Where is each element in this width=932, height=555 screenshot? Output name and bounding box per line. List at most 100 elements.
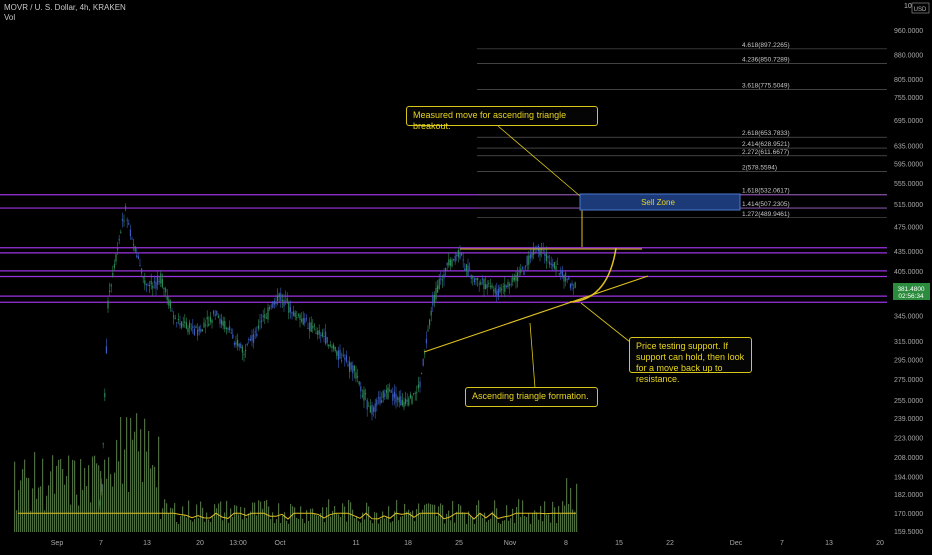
- candle-body: [113, 264, 115, 268]
- ascending-triangle-annotation[interactable]: Ascending triangle formation.: [465, 387, 598, 407]
- volume-bar: [544, 501, 546, 532]
- volume-bar: [494, 500, 496, 532]
- candle-body: [197, 329, 199, 336]
- sell-zone-box[interactable]: [579, 193, 741, 211]
- candle-body: [181, 321, 183, 328]
- candle-body: [150, 280, 152, 285]
- volume-bar: [560, 514, 562, 532]
- volume-bar: [330, 516, 332, 532]
- volume-bars: [14, 413, 578, 532]
- volume-bar: [142, 481, 144, 532]
- candle-body: [339, 349, 341, 359]
- volume-bar: [130, 417, 132, 532]
- candle-body: [557, 263, 559, 265]
- volume-bar: [426, 503, 428, 532]
- volume-bar: [554, 507, 556, 532]
- symbol-title: MOVR / U. S. Dollar, 4h, KRAKEN: [4, 3, 126, 12]
- volume-bar: [398, 520, 400, 532]
- projected-move-curve: [569, 247, 617, 303]
- volume-bar: [496, 508, 498, 532]
- candle-body: [560, 269, 562, 274]
- candle-body: [136, 255, 138, 258]
- volume-bar: [14, 461, 16, 532]
- candle-body: [216, 311, 218, 316]
- volume-bar: [346, 521, 348, 532]
- volume-bar: [72, 459, 74, 532]
- volume-bar: [348, 499, 350, 532]
- volume-bar: [232, 516, 234, 532]
- candle-body: [126, 219, 128, 221]
- candle-body: [277, 295, 279, 301]
- volume-bar: [366, 502, 368, 532]
- volume-bar: [70, 504, 72, 532]
- y-tick-label: 255.0000: [894, 398, 923, 405]
- x-axis-panel: [0, 534, 887, 550]
- volume-bar: [196, 504, 198, 532]
- candle-body: [398, 397, 400, 403]
- x-tick-label: 13:00: [229, 540, 247, 547]
- volume-bar: [552, 501, 554, 532]
- volume-bar: [112, 486, 114, 532]
- volume-bar: [258, 500, 260, 532]
- volume-bar: [380, 519, 382, 532]
- candle-body: [190, 328, 192, 330]
- candle-body: [411, 395, 413, 404]
- volume-bar: [564, 505, 566, 532]
- volume-bar: [526, 517, 528, 532]
- candle-body: [291, 312, 293, 314]
- candle-body: [296, 317, 298, 319]
- candle-body: [173, 315, 175, 318]
- candle-body: [462, 259, 464, 261]
- candle-body: [400, 396, 402, 406]
- volume-bar: [368, 506, 370, 532]
- candle-body: [488, 283, 490, 285]
- candle-body: [552, 264, 554, 267]
- volume-bar: [570, 487, 572, 532]
- candle-body: [246, 343, 248, 345]
- candle-body: [357, 375, 359, 378]
- candle-body: [237, 339, 239, 346]
- candle-body: [134, 246, 136, 252]
- candle-body: [376, 399, 378, 406]
- volume-bar: [220, 501, 222, 532]
- volume-bar: [550, 522, 552, 532]
- volume-bar: [542, 521, 544, 532]
- volume-bar: [192, 521, 194, 532]
- currency-badge[interactable]: [911, 2, 930, 14]
- candle-body: [336, 351, 338, 356]
- candle-body: [152, 285, 154, 289]
- fib-label: 1.272(489.9461): [742, 211, 790, 218]
- candle-body: [390, 390, 392, 393]
- volume-bar: [78, 505, 80, 532]
- candle-body: [377, 397, 379, 399]
- volume-bar: [164, 499, 166, 532]
- volume-bar: [484, 512, 486, 532]
- candle-body: [491, 285, 493, 288]
- price-testing-annotation[interactable]: Price testing support. If support can ho…: [629, 337, 752, 384]
- candle-body: [224, 320, 226, 329]
- candle-body: [155, 281, 157, 289]
- candle-body: [454, 255, 456, 262]
- volume-bar: [262, 508, 264, 532]
- volume-bar: [26, 477, 28, 532]
- candle-body: [201, 329, 203, 332]
- x-tick-label: 20: [876, 540, 884, 547]
- volume-bar: [150, 468, 152, 532]
- candle-body: [534, 246, 536, 250]
- candle-body: [115, 254, 117, 262]
- measured-move-annotation[interactable]: Measured move for ascending triangle bre…: [406, 106, 598, 131]
- volume-bar: [270, 519, 272, 532]
- candle-body: [230, 332, 232, 334]
- fib-label: 3.618(775.5049): [742, 83, 790, 90]
- candle-body: [341, 359, 343, 361]
- candle-body: [313, 325, 315, 327]
- volume-bar: [240, 506, 242, 532]
- candle-body: [222, 321, 224, 326]
- candle-body: [443, 274, 445, 279]
- volume-bar: [464, 512, 466, 532]
- volume-bar: [324, 522, 326, 532]
- volume-bar: [310, 508, 312, 532]
- y-tick-label: 223.0000: [894, 435, 923, 442]
- volume-bar: [408, 509, 410, 532]
- candle-body: [171, 310, 173, 312]
